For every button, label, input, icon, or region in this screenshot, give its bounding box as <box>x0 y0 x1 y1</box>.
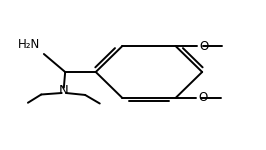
Text: H₂N: H₂N <box>18 38 40 51</box>
Text: N: N <box>59 84 69 96</box>
Text: O: O <box>200 39 209 52</box>
Text: O: O <box>198 92 207 105</box>
